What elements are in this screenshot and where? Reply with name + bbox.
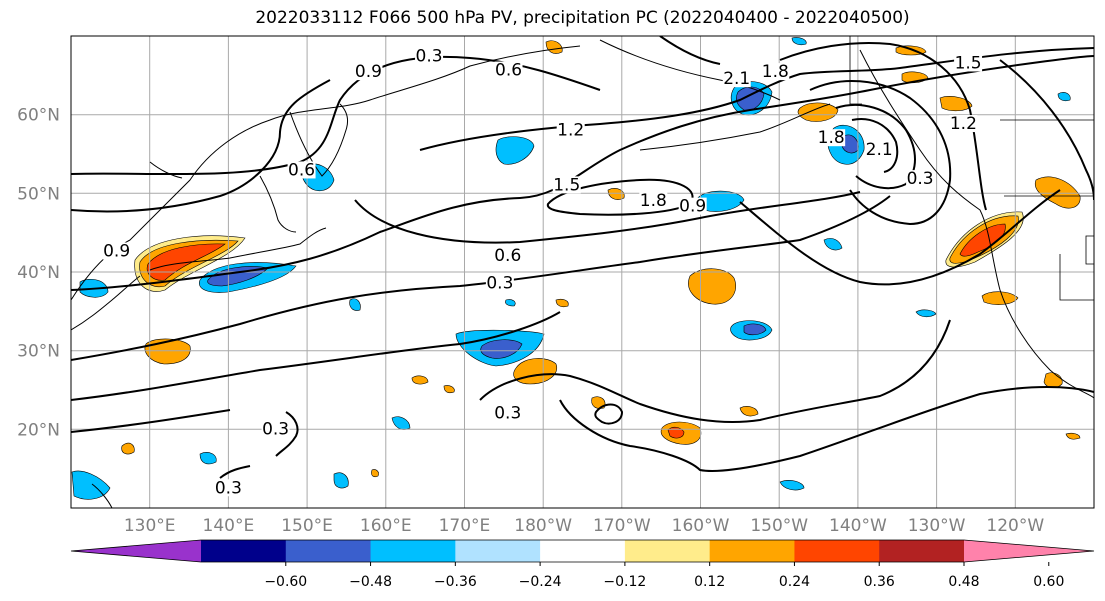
colorbar-extend-low xyxy=(71,540,201,562)
latitude-tick-label: 40°N xyxy=(17,263,60,283)
pv-contour-label-bg xyxy=(552,176,581,194)
colorbar-segment xyxy=(794,540,880,562)
pv-contour-label: 0.3 xyxy=(907,169,934,189)
pv-contour-labels: 0.3 0.9 0.6 2.1 1.8 1.5 1.2 1.2 1.5 1.8 0.9 2.1 1.8 0… xyxy=(102,46,983,498)
colorbar-segment xyxy=(709,540,795,562)
longitude-tick-label: 120°W xyxy=(986,516,1044,536)
pv-contour-label-bg xyxy=(954,54,983,72)
pv-contour-label: 1.2 xyxy=(557,120,584,140)
pv-contour-label: 1.8 xyxy=(640,191,667,211)
colorbar-tick-label: 0.12 xyxy=(694,574,725,590)
colorbar-tick-label: 0.36 xyxy=(864,574,895,590)
pv-contour-label: 0.9 xyxy=(679,197,706,217)
pv-contour-label-bg xyxy=(415,47,444,65)
colorbar-segment xyxy=(624,540,711,562)
longitude-tick-label: 150°W xyxy=(750,516,808,536)
longitude-tick-label: 130°W xyxy=(908,516,966,536)
longitude-tick-label: 160°W xyxy=(672,516,730,536)
pv-contour-label-bg xyxy=(102,242,131,260)
pv-contour-label-bg xyxy=(865,141,894,158)
longitude-labels: 130°E 140°E 150°E 160°E 170°E 180°W 170°W 160°W… xyxy=(124,516,1045,536)
pv-contour-label-bg xyxy=(354,63,383,81)
colorbar-tick-label: −0.60 xyxy=(264,574,307,590)
colorbar-tick-label: −0.36 xyxy=(434,574,477,590)
pv-contour-label: 0.6 xyxy=(494,246,521,266)
latitude-tick-label: 20°N xyxy=(17,420,60,440)
pv-contour-label: 0.3 xyxy=(416,46,443,66)
pv-contour-label-bg xyxy=(556,121,585,139)
pv-contour-label-bg xyxy=(493,247,522,265)
colorbar-segment xyxy=(370,540,456,562)
colorbar-tick-label: 0.60 xyxy=(1033,574,1064,590)
pv-contour-label-bg xyxy=(678,197,707,215)
pv-contour-label-bg xyxy=(287,161,316,179)
map-frame xyxy=(70,35,1095,509)
pv-contour-label-bg xyxy=(949,115,978,133)
pv-contour-label: 2.1 xyxy=(866,140,893,160)
longitude-tick-label: 170°E xyxy=(439,516,491,536)
graticule xyxy=(71,36,1094,508)
map-title: 2022033112 F066 500 hPa PV, precipitatio… xyxy=(255,8,910,28)
pv-contour-label: 0.3 xyxy=(215,478,242,498)
pv-contour-label: 1.8 xyxy=(818,128,845,148)
pv-contour-label-bg xyxy=(906,170,935,188)
pv-contour-label: 0.6 xyxy=(495,61,522,81)
pv-contour-label-bg xyxy=(494,61,523,79)
colorbar-segment xyxy=(285,540,372,562)
pv-contour-label: 0.6 xyxy=(288,160,315,180)
colorbar xyxy=(70,539,1095,563)
precip-positive-shading xyxy=(121,40,1081,478)
colorbar-tick-label: 0.24 xyxy=(779,574,810,590)
colorbar-segment xyxy=(540,540,626,562)
longitude-tick-label: 140°W xyxy=(829,516,887,536)
longitude-tick-label: 160°E xyxy=(360,516,412,536)
pv-contour-label-bg xyxy=(722,70,751,88)
colorbar-outline xyxy=(70,539,1095,563)
pv-contour-label: 0.3 xyxy=(262,419,289,439)
pv-contour-label: 0.3 xyxy=(486,274,513,294)
latitude-tick-label: 50°N xyxy=(17,184,60,204)
longitude-tick-label: 170°W xyxy=(593,516,651,536)
latitude-labels: 60°N 50°N 40°N 30°N 20°N xyxy=(17,106,60,441)
pv-contour-label-bg xyxy=(817,129,846,147)
longitude-tick-label: 140°E xyxy=(203,516,255,536)
pv-contour-label-bg xyxy=(261,420,290,438)
colorbar-labels: −0.60 −0.48 −0.36 −0.24 −0.12 0.12 0.24 0.36 0.4… xyxy=(264,562,1064,590)
latitude-tick-label: 30°N xyxy=(17,342,60,362)
pv-contour-label: 0.9 xyxy=(355,62,382,82)
pv-contour-label-bg xyxy=(493,404,522,422)
colorbar-extend-high xyxy=(964,540,1094,562)
longitude-tick-label: 180°W xyxy=(514,516,572,536)
colorbar-tick-label: −0.12 xyxy=(603,574,646,590)
pv-contour-label-bg xyxy=(485,274,514,292)
colorbar-segment xyxy=(455,540,541,562)
pv-contour-label-bg xyxy=(214,479,243,497)
longitude-tick-label: 130°E xyxy=(124,516,176,536)
colorbar-segment xyxy=(201,540,287,562)
pv-contour-label: 1.5 xyxy=(553,175,580,195)
pv-contour-label: 0.3 xyxy=(494,404,521,424)
colorbar-tick-label: −0.24 xyxy=(519,574,562,590)
pv-contour-label: 1.8 xyxy=(762,62,789,82)
pv-contour-label: 0.9 xyxy=(103,241,130,261)
pv-contour-label-bg xyxy=(761,63,790,81)
pv-contour-label-bg xyxy=(639,192,668,210)
longitude-tick-label: 150°E xyxy=(281,516,333,536)
colorbar-tick-label: 0.48 xyxy=(948,574,979,590)
latitude-tick-label: 60°N xyxy=(17,106,60,126)
pv-contour-label: 2.1 xyxy=(723,69,750,89)
colorbar-segment xyxy=(879,540,965,562)
pv-contour-label: 1.2 xyxy=(950,114,977,134)
pv-contour-label: 1.5 xyxy=(955,53,982,73)
colorbar-tick-label: −0.48 xyxy=(349,574,392,590)
